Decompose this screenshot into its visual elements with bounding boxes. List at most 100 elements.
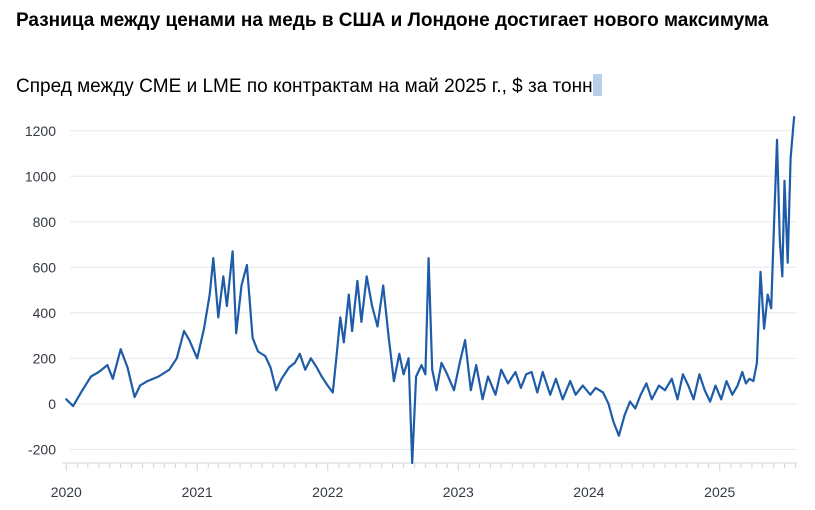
data-point (111, 377, 114, 380)
data-point (183, 330, 185, 332)
data-point (581, 384, 584, 387)
y-tick-label: 400 (33, 305, 57, 321)
data-point (264, 355, 267, 357)
data-point (778, 239, 781, 241)
data-point (698, 373, 701, 376)
data-point (97, 371, 100, 373)
data-point (781, 275, 784, 278)
data-point (494, 393, 497, 396)
data-point (703, 389, 706, 392)
data-point (756, 361, 758, 364)
data-point (741, 371, 744, 373)
data-point (407, 357, 410, 360)
data-point (175, 357, 178, 360)
data-point (530, 371, 533, 373)
x-tick-label: 2023 (443, 484, 474, 500)
data-point (251, 336, 254, 339)
data-point (382, 284, 385, 287)
data-point (607, 402, 610, 405)
data-point (393, 380, 395, 382)
data-point (561, 398, 564, 401)
data-point (257, 350, 259, 353)
data-point (208, 293, 211, 296)
data-point (298, 352, 301, 355)
x-axis (62, 462, 797, 471)
data-point (453, 389, 455, 392)
data-point (766, 293, 769, 296)
data-point (398, 352, 401, 355)
data-point (744, 382, 747, 385)
data-point (645, 382, 648, 385)
data-point (623, 414, 626, 417)
data-point (617, 434, 620, 437)
data-point (458, 361, 461, 364)
y-tick-label: 600 (33, 259, 57, 275)
data-point (225, 305, 228, 307)
data-point (326, 384, 329, 387)
data-point (376, 325, 379, 328)
data-point (709, 400, 711, 403)
data-point (752, 380, 755, 382)
text-cursor-highlight (593, 74, 603, 96)
data-point (424, 373, 427, 376)
data-point (315, 366, 318, 369)
data-point (786, 261, 789, 264)
data-point (589, 393, 592, 396)
data-point (664, 389, 666, 392)
data-point (629, 400, 631, 403)
y-tick-label: -200 (28, 441, 56, 457)
data-point (222, 275, 225, 278)
data-point (469, 389, 472, 392)
data-point (481, 398, 484, 401)
data-point (446, 373, 449, 376)
data-point (748, 377, 751, 380)
data-point (687, 384, 690, 387)
data-point (770, 307, 773, 310)
data-point (351, 330, 353, 332)
data-point (731, 393, 734, 396)
data-point (487, 375, 489, 378)
data-point (736, 384, 739, 387)
data-point (569, 380, 572, 382)
data-point (217, 316, 220, 319)
data-point (549, 393, 552, 396)
data-point (759, 270, 762, 273)
data-point (72, 405, 74, 408)
data-point (440, 361, 443, 364)
data-point (411, 462, 414, 464)
data-point (763, 327, 765, 330)
data-point (692, 398, 695, 401)
data-point (676, 398, 679, 401)
data-point (500, 368, 503, 371)
data-point (81, 389, 84, 392)
data-point (772, 229, 775, 232)
data-point (783, 179, 786, 182)
data-point (310, 357, 312, 360)
data-point (602, 391, 605, 394)
chart-subtitle: Спред между CME и LME по контрактам на м… (16, 74, 806, 99)
chart-subtitle-text: Спред между CME и LME по контрактам на м… (16, 76, 603, 97)
data-point (304, 368, 307, 371)
data-point (240, 284, 243, 287)
data-point (196, 357, 199, 360)
data-point (126, 366, 129, 369)
data-point (320, 375, 323, 378)
y-tick-label: 800 (33, 214, 57, 230)
grid-lines (70, 130, 797, 450)
data-point (670, 377, 673, 380)
x-axis-ticks: 2020 2021 2022 2023 2024 2025 (51, 484, 736, 500)
data-point (339, 316, 342, 319)
data-point (356, 280, 359, 282)
data-point (431, 368, 434, 371)
series-layer (65, 115, 796, 465)
data-point (246, 264, 248, 266)
data-point (119, 348, 122, 351)
data-point (682, 373, 684, 376)
data-point (280, 377, 283, 380)
y-tick-label: 200 (33, 350, 57, 366)
data-point (347, 293, 350, 296)
data-point (365, 275, 368, 278)
x-tick-label: 2020 (51, 484, 82, 500)
data-point (541, 371, 544, 373)
